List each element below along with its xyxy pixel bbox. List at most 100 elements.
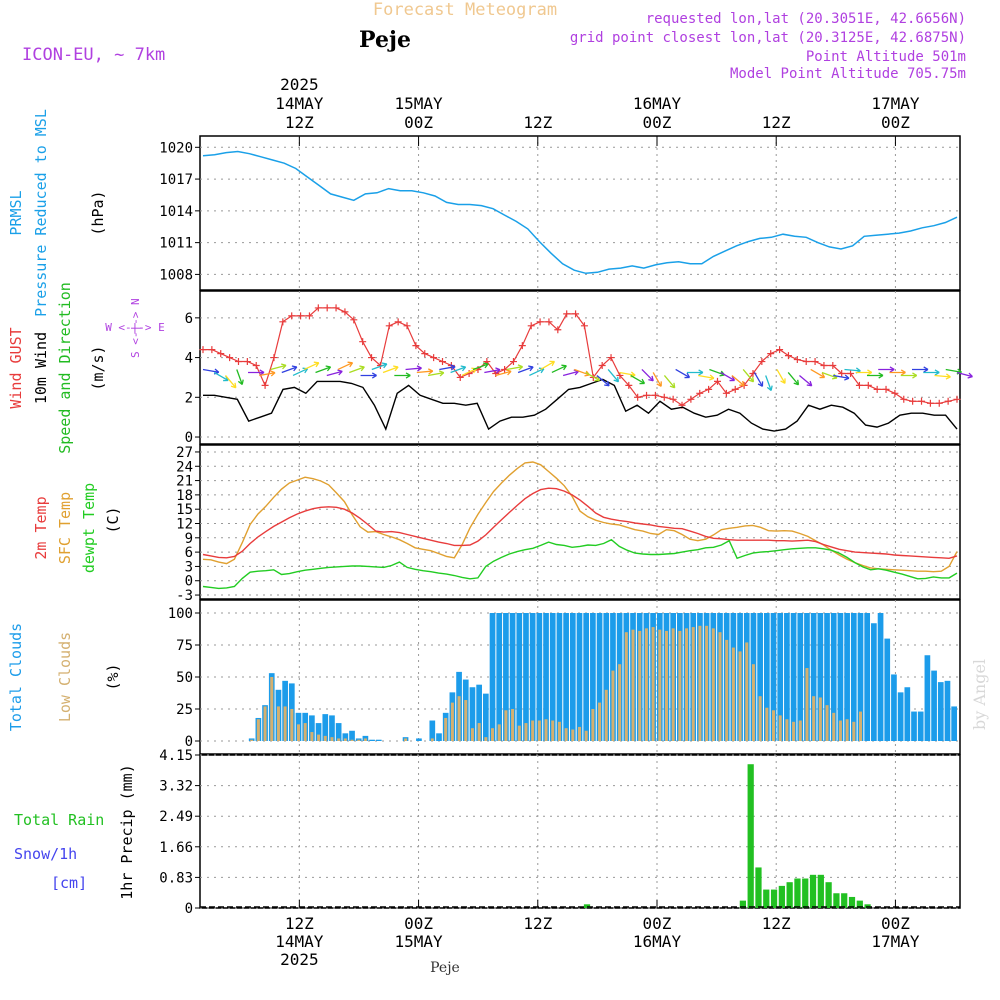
low-cloud-bar <box>250 739 254 741</box>
wind-dir-arrow <box>292 368 308 377</box>
y-tick-label: -3 <box>176 588 193 604</box>
gust-point <box>634 393 642 401</box>
wind-dir-arrow <box>675 368 690 379</box>
low-cloud-bar <box>772 710 776 741</box>
low-cloud-bar <box>524 723 528 741</box>
rain-bar <box>809 874 817 908</box>
low-cloud-bar <box>852 721 856 741</box>
wind-dir-arrowhead <box>912 372 918 379</box>
gust-point <box>385 322 393 330</box>
wind-dir-arrowhead <box>313 361 320 368</box>
time-tick-label: 12Z <box>762 914 791 933</box>
rain-bar <box>833 893 840 908</box>
total-cloud-bar <box>529 613 536 741</box>
y-tick-label: 27 <box>176 445 193 461</box>
wind-dir-arrowhead <box>460 365 467 372</box>
model-altitude: Model Point Altitude 705.75m <box>730 66 966 82</box>
total-cloud-bar <box>482 693 489 741</box>
total-cloud-bar <box>436 733 442 741</box>
wind-dir-arrow <box>574 368 590 376</box>
rain-bar <box>583 904 591 908</box>
wind-dir-arrowhead <box>393 365 399 372</box>
total-cloud-bar <box>576 613 583 741</box>
wind-dir-arrow <box>630 374 645 385</box>
gust-point <box>545 318 553 326</box>
gust-point <box>314 304 322 312</box>
wind-dir-arrowhead <box>230 382 237 389</box>
total-cloud-bar <box>563 613 569 741</box>
y-tick-label: 50 <box>176 670 193 686</box>
gust-point <box>811 358 819 366</box>
rain-bar <box>825 882 832 908</box>
wind-dir-arrowhead <box>237 379 244 386</box>
gust-point <box>252 362 260 370</box>
label-pressure-msl: Pressure Reduced to MSL <box>32 109 50 317</box>
low-cloud-bar <box>765 707 769 741</box>
total-cloud-bar <box>911 711 917 741</box>
total-cloud-bar <box>322 714 329 741</box>
y-tick-label: 6 <box>185 311 193 327</box>
wind-dir-arrow <box>517 366 534 374</box>
y-tick-label: 21 <box>176 474 193 490</box>
total-cloud-bar <box>309 715 315 741</box>
low-cloud-bar <box>323 735 327 741</box>
low-cloud-bar <box>337 738 341 741</box>
wind-dir-arrow <box>776 369 786 384</box>
y-tick-label: 2 <box>185 390 193 406</box>
low-cloud-bar <box>450 702 454 741</box>
wind-dir-arrowhead <box>729 375 736 382</box>
wind-dir-arrowhead <box>748 376 755 383</box>
wind-10m-line <box>203 378 958 432</box>
gust-point <box>891 389 899 397</box>
low-cloud-bar <box>404 738 408 741</box>
wind-dir-arrowhead <box>844 374 850 381</box>
low-cloud-bar <box>611 670 615 741</box>
low-cloud-bar <box>664 630 668 741</box>
wind-dir-arrow <box>753 372 763 387</box>
gust-point <box>456 373 464 381</box>
label-wind-gust: Wind GUST <box>7 327 25 408</box>
rain-bar <box>848 896 856 908</box>
low-cloud-bar <box>457 696 461 741</box>
wind-dir-arrowhead <box>709 374 715 381</box>
total-cloud-bar <box>770 613 777 741</box>
gust-point <box>536 318 544 326</box>
wind-dir-arrow <box>765 375 772 391</box>
wind-dir-arrow <box>416 370 433 374</box>
gust-point <box>838 369 846 377</box>
wind-dir-arrow <box>787 372 799 386</box>
gust-point <box>270 354 278 362</box>
location-title: Peje <box>359 27 411 53</box>
wind-dir-arrow <box>619 371 636 376</box>
low-cloud-bar <box>812 696 816 741</box>
time-tick-label: 15MAY <box>394 94 443 113</box>
temperature-frame <box>199 444 961 600</box>
wind-dir-arrow <box>213 371 229 382</box>
gust-point <box>305 312 313 320</box>
footer-location: Peje <box>430 960 460 976</box>
low-cloud-bar <box>491 728 495 741</box>
total-cloud-bar <box>342 733 349 741</box>
time-tick-label: 16MAY <box>633 932 682 951</box>
watermark: by Angel <box>970 659 989 730</box>
gust-point <box>323 304 331 312</box>
wind-dir-arrowhead <box>450 364 456 371</box>
wind-dir-arrowhead <box>806 380 813 387</box>
compass-we: W <-|-> E <box>105 321 165 334</box>
low-cloud-bar <box>517 725 521 741</box>
label-hpa: (hPa) <box>89 190 107 235</box>
low-cloud-bar <box>805 668 809 741</box>
label-sfc-temp: SFC Temp <box>56 492 74 564</box>
wind-dir-arrow <box>236 369 243 385</box>
y-tick-label: 15 <box>176 502 193 518</box>
wind-dir-arrowhead <box>934 369 940 376</box>
total-cloud-bar <box>850 613 857 741</box>
wind-dir-arrow <box>562 370 579 377</box>
wind-dir-arrowhead <box>780 378 786 384</box>
total-cloud-bar <box>503 613 509 741</box>
y-tick-label: 6 <box>185 545 193 561</box>
low-cloud-bar <box>430 738 434 741</box>
total-cloud-bar <box>891 674 897 741</box>
